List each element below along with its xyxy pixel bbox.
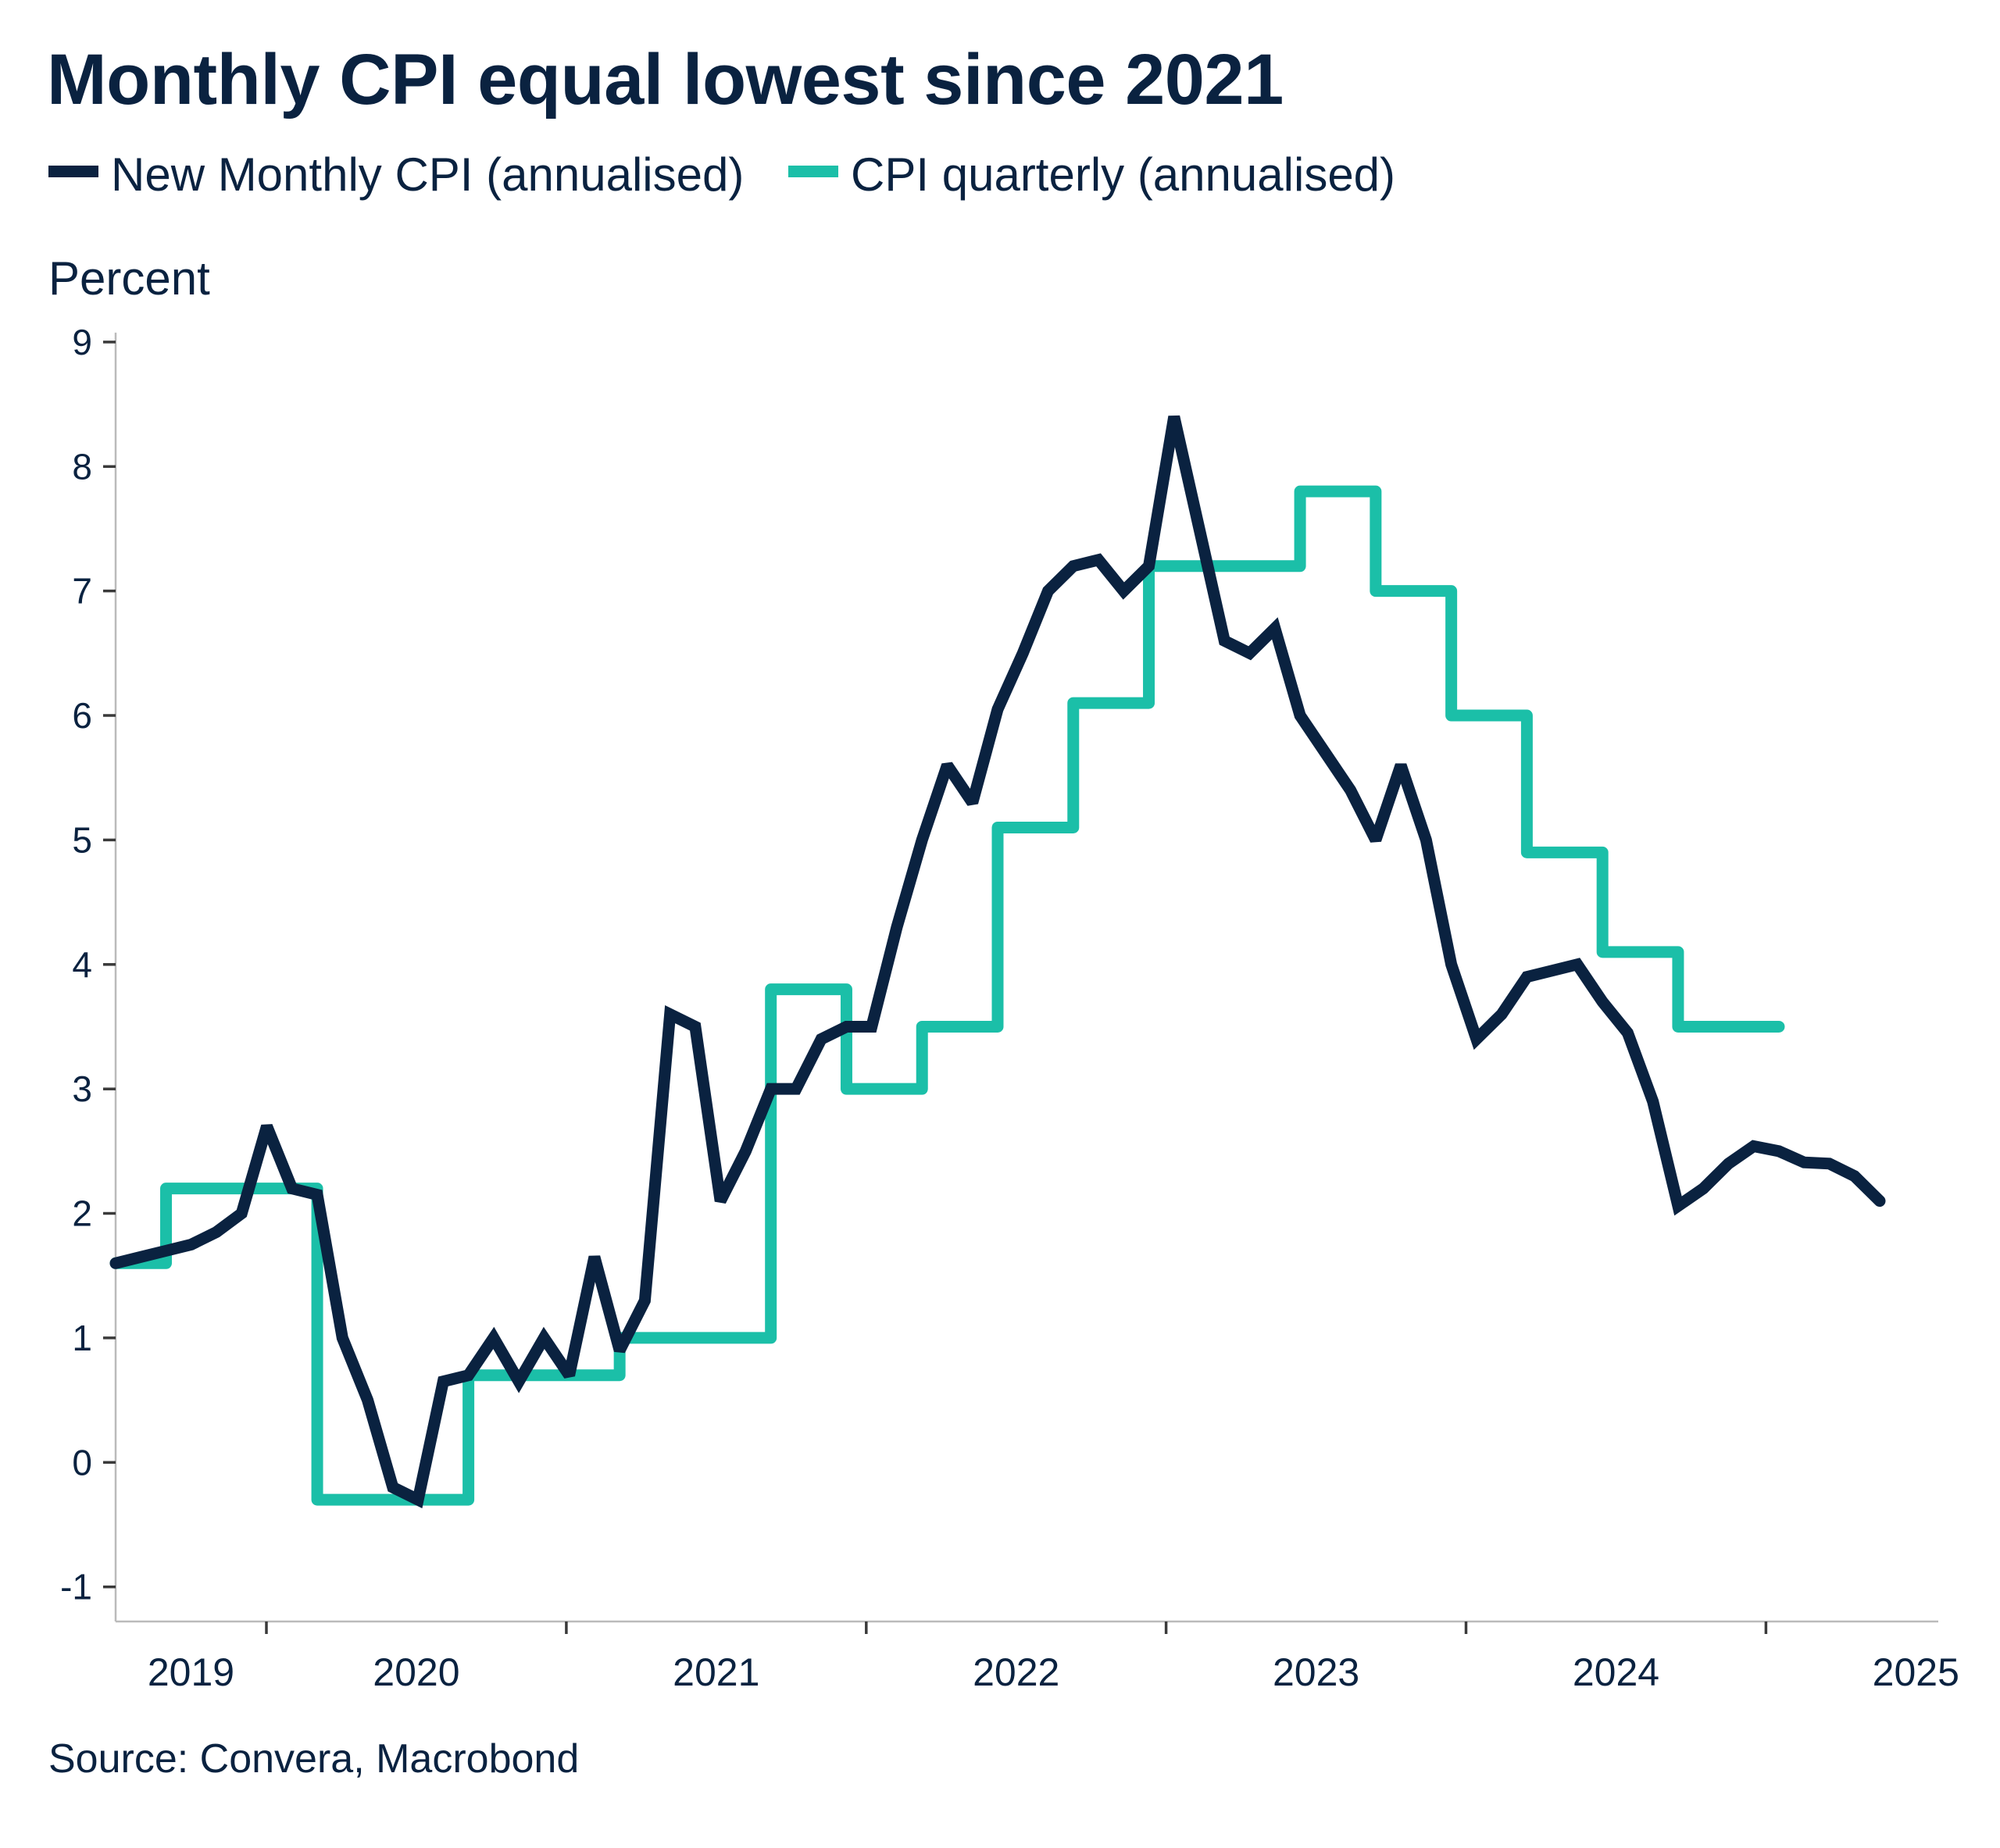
- svg-text:2021: 2021: [673, 1650, 759, 1694]
- svg-text:2024: 2024: [1573, 1650, 1659, 1694]
- svg-text:6: 6: [72, 695, 92, 736]
- svg-text:2025: 2025: [1873, 1650, 1959, 1694]
- svg-text:2019: 2019: [148, 1650, 234, 1694]
- svg-text:2020: 2020: [373, 1650, 459, 1694]
- svg-text:3: 3: [72, 1068, 92, 1109]
- svg-text:0: 0: [72, 1442, 92, 1482]
- svg-text:4: 4: [72, 944, 92, 985]
- svg-text:8: 8: [72, 446, 92, 487]
- svg-text:2: 2: [72, 1193, 92, 1234]
- svg-text:7: 7: [72, 571, 92, 612]
- svg-text:9: 9: [72, 322, 92, 362]
- svg-text:5: 5: [72, 819, 92, 860]
- svg-text:2023: 2023: [1273, 1650, 1359, 1694]
- svg-text:-1: -1: [60, 1567, 92, 1607]
- svg-text:2022: 2022: [973, 1650, 1059, 1694]
- svg-text:1: 1: [72, 1318, 92, 1358]
